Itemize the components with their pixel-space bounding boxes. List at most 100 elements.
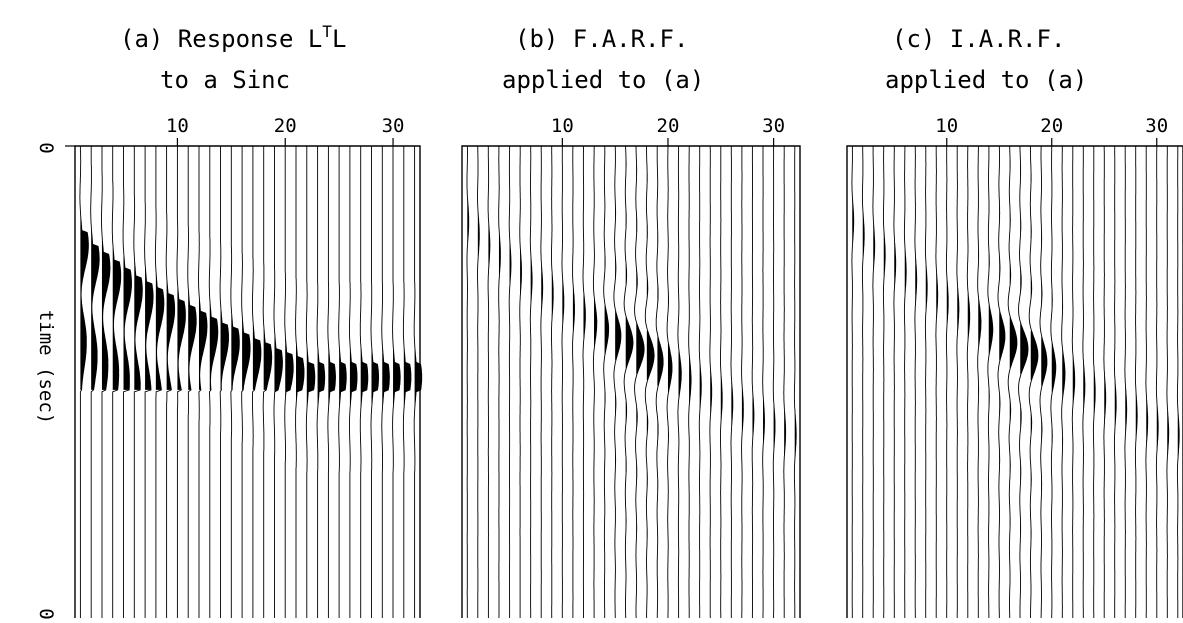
panel-c-title-line-1: (c) I.A.R.F. bbox=[892, 25, 1065, 53]
panel-frame bbox=[846, 145, 1183, 618]
wiggle-trace bbox=[561, 146, 565, 618]
wiggle-trace bbox=[666, 146, 673, 619]
panel-c: 10 20 30 bbox=[846, 115, 1183, 619]
wiggle-trace bbox=[498, 145, 501, 619]
wiggle-trace bbox=[861, 146, 865, 618]
wiggle-trace bbox=[122, 146, 132, 618]
wiggle-trace bbox=[1028, 145, 1039, 618]
wiggle-trace bbox=[529, 146, 533, 618]
wiggle-trace bbox=[381, 146, 390, 618]
wiggle-trace bbox=[208, 146, 219, 618]
wiggle-trace bbox=[1155, 146, 1159, 618]
wiggle-trace bbox=[305, 146, 316, 618]
trace-fill bbox=[112, 248, 121, 390]
wiggle-trace bbox=[90, 146, 100, 618]
wiggle-trace bbox=[1092, 146, 1096, 618]
wiggle-trace bbox=[338, 146, 347, 618]
wiggle-trace bbox=[101, 146, 111, 618]
trace-fill bbox=[1030, 330, 1038, 381]
wiggle-trace bbox=[1103, 146, 1107, 618]
trace-fill bbox=[231, 315, 240, 390]
wiggle-trace bbox=[935, 146, 939, 618]
trace-fill bbox=[689, 356, 692, 404]
wiggle-trace bbox=[487, 146, 491, 618]
wiggle-trace bbox=[1007, 145, 1018, 619]
wiggle-trace bbox=[295, 146, 305, 618]
trace-fill bbox=[123, 254, 132, 390]
trace-fill bbox=[242, 319, 251, 390]
wiggle-trace bbox=[1134, 146, 1138, 618]
wiggle-trace bbox=[572, 146, 575, 618]
wiggle-trace bbox=[519, 146, 522, 618]
wiggle-trace bbox=[176, 146, 186, 618]
wiggle-trace bbox=[709, 146, 713, 619]
wiggle-trace bbox=[1082, 146, 1086, 618]
trace-fill bbox=[91, 230, 100, 390]
wiggle-trace bbox=[730, 146, 734, 618]
wiggle-trace bbox=[966, 146, 971, 618]
trace-fill bbox=[188, 291, 197, 390]
wiggle-trace bbox=[582, 146, 586, 618]
wiggle-trace bbox=[1176, 146, 1180, 618]
x-tick-label: 30 bbox=[762, 115, 785, 137]
panel-c-title-line-2: applied to (a) bbox=[885, 66, 1087, 94]
wiggle-trace bbox=[977, 146, 982, 618]
wiggle-trace bbox=[851, 146, 855, 618]
trace-fill bbox=[999, 311, 1005, 361]
panel-b-title-line-1: (b) F.A.R.F. bbox=[515, 25, 688, 53]
wiggle-trace bbox=[903, 145, 907, 618]
wiggle-trace bbox=[945, 146, 949, 618]
x-tick-label: 20 bbox=[1040, 115, 1063, 137]
trace-fill bbox=[134, 262, 143, 390]
y-axis-label: time (sec) bbox=[35, 310, 57, 424]
wiggle-trace bbox=[1018, 145, 1029, 619]
wiggle-trace bbox=[793, 146, 797, 618]
wiggle-trace bbox=[144, 146, 154, 618]
wiggle-trace bbox=[466, 146, 470, 618]
trace-fill bbox=[155, 273, 164, 390]
wiggle-trace bbox=[413, 146, 423, 618]
wiggle-trace bbox=[688, 146, 692, 618]
wiggle-trace bbox=[316, 146, 326, 618]
wiggle-trace bbox=[741, 146, 744, 618]
x-tick-label: 10 bbox=[551, 115, 574, 137]
wiggle-trace bbox=[1145, 146, 1149, 618]
wiggle-trace bbox=[349, 146, 358, 618]
trace-fill bbox=[1051, 342, 1056, 392]
wiggle-trace bbox=[997, 145, 1006, 619]
wiggle-trace bbox=[677, 146, 682, 618]
wiggle-trace bbox=[133, 146, 143, 618]
trace-fill bbox=[625, 317, 633, 369]
wiggle-trace bbox=[613, 145, 622, 619]
wiggle-trace bbox=[655, 145, 664, 619]
trace-fill bbox=[145, 267, 154, 390]
trace-fill bbox=[636, 323, 645, 375]
wiggle-trace bbox=[1113, 146, 1117, 618]
panel-frame bbox=[461, 145, 801, 618]
wiggle-trace bbox=[783, 146, 787, 618]
panel-b: 10 20 30 bbox=[461, 115, 801, 619]
trace-fill bbox=[209, 303, 218, 390]
wiggle-trace bbox=[551, 146, 554, 619]
wiggle-trace bbox=[165, 146, 176, 618]
trace-fill bbox=[615, 311, 621, 361]
wiggle-trace bbox=[1071, 146, 1076, 618]
wiggle-trace bbox=[720, 146, 723, 618]
panel-a-title-line-2: to a Sinc bbox=[160, 66, 290, 94]
wiggle-trace bbox=[1166, 146, 1170, 618]
wiggle-trace bbox=[1039, 146, 1048, 618]
wiggle-trace bbox=[251, 146, 262, 618]
wiggle-trace bbox=[882, 146, 886, 618]
trace-fill bbox=[1072, 356, 1075, 404]
trace-fill bbox=[646, 330, 655, 381]
trace-fill bbox=[166, 281, 175, 390]
trace-fill bbox=[252, 324, 261, 390]
wiggle-trace bbox=[262, 146, 273, 618]
trace-fill bbox=[1062, 350, 1065, 398]
wiggle-trace bbox=[762, 146, 765, 618]
trace-fill bbox=[101, 238, 110, 390]
wiggle-trace bbox=[1050, 145, 1057, 618]
wiggle-trace bbox=[154, 146, 165, 618]
x-tick-label: 30 bbox=[1145, 115, 1168, 137]
